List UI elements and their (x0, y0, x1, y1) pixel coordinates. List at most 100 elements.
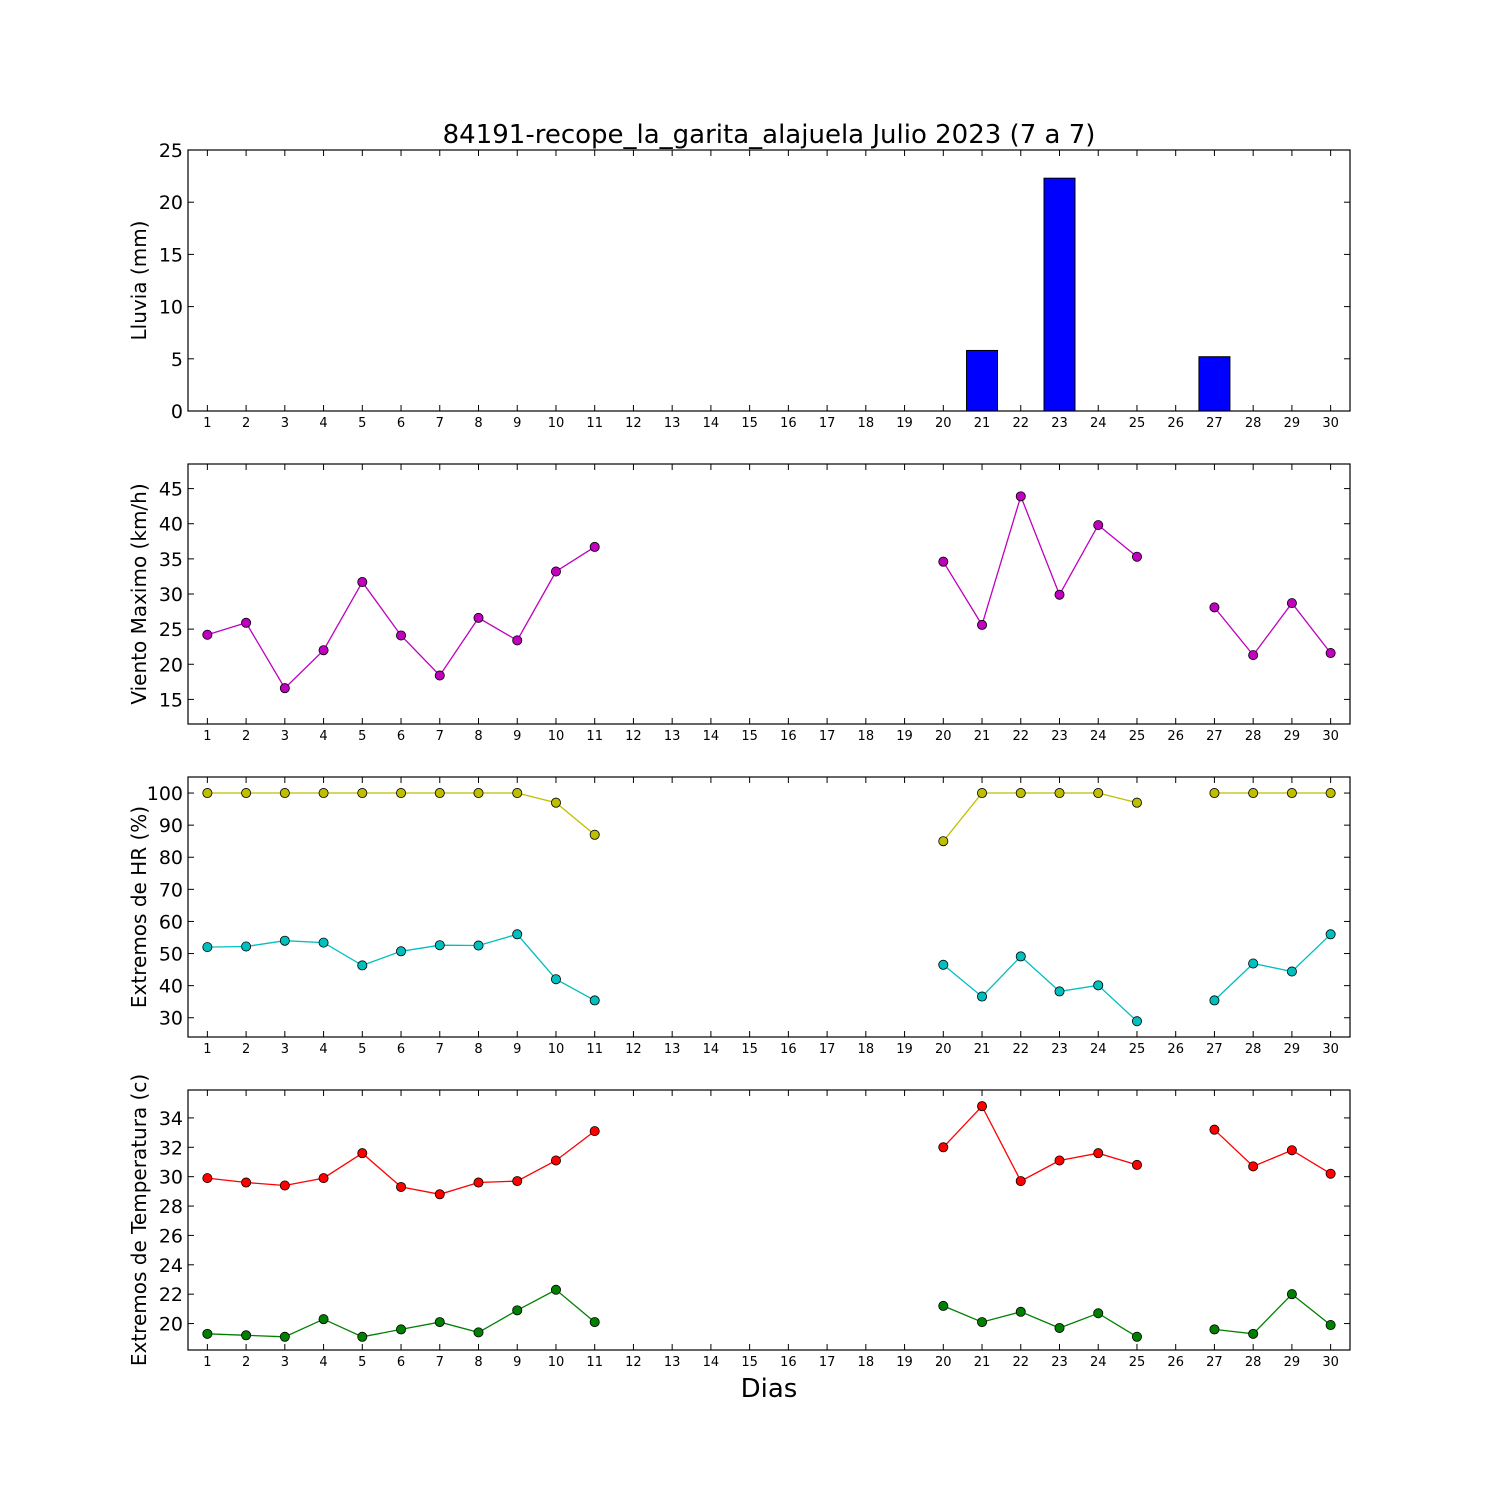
x-tick-label: 6 (397, 416, 405, 431)
x-tick-label: 12 (625, 1042, 642, 1057)
data-point (318, 788, 329, 799)
bar (1043, 177, 1076, 412)
x-tick-label: 12 (625, 416, 642, 431)
data-point (1325, 788, 1336, 799)
data-point (473, 612, 484, 623)
data-point (279, 1331, 290, 1342)
data-point (1093, 1308, 1104, 1319)
x-tick-label: 22 (1012, 1042, 1029, 1057)
y-tick-label: 20 (159, 654, 183, 676)
x-tick-label: 2 (242, 416, 250, 431)
y-tick-label: 34 (159, 1108, 183, 1130)
y-tick-label: 20 (159, 1314, 183, 1336)
plot-frame (187, 149, 1351, 412)
data-point (396, 1181, 407, 1192)
series-line (1213, 933, 1332, 1001)
x-tick-label: 25 (1129, 416, 1146, 431)
y-tick-label: 0 (171, 401, 183, 423)
x-tick-label: 15 (741, 1042, 758, 1057)
x-tick-label: 30 (1322, 729, 1339, 744)
y-tick-label: 50 (159, 944, 183, 966)
data-point (1054, 589, 1065, 600)
data-point (1054, 788, 1065, 799)
y-axis-label: Viento Maximo (km/h) (127, 483, 151, 704)
data-point (241, 1177, 252, 1188)
data-point (1015, 951, 1026, 962)
y-tick-label: 80 (159, 847, 183, 869)
data-point (938, 959, 949, 970)
data-point (589, 829, 600, 840)
x-tick-label: 22 (1012, 729, 1029, 744)
x-tick-label: 16 (780, 1355, 797, 1370)
data-point (550, 974, 561, 985)
data-point (512, 929, 523, 940)
data-point (357, 1331, 368, 1342)
data-point (550, 797, 561, 808)
x-tick-label: 8 (474, 1355, 482, 1370)
data-point (1054, 986, 1065, 997)
y-tick-label: 45 (159, 479, 183, 501)
x-tick-label: 11 (586, 416, 603, 431)
series-line (1213, 602, 1332, 657)
data-point (1286, 598, 1297, 609)
x-tick-label: 1 (203, 729, 211, 744)
y-tick-label: 22 (159, 1284, 183, 1306)
x-tick-label: 5 (358, 729, 366, 744)
x-tick-label: 27 (1206, 729, 1223, 744)
x-tick-label: 7 (436, 1042, 444, 1057)
x-tick-label: 19 (896, 1042, 913, 1057)
x-tick-label: 23 (1051, 1355, 1068, 1370)
series-line (942, 792, 1138, 842)
x-tick-label: 10 (548, 416, 565, 431)
data-point (279, 683, 290, 694)
x-tick-label: 18 (858, 1355, 875, 1370)
x-tick-label: 4 (319, 1355, 327, 1370)
data-point (1054, 1322, 1065, 1333)
data-point (1093, 980, 1104, 991)
x-tick-label: 28 (1245, 416, 1262, 431)
data-point (1093, 788, 1104, 799)
data-point (1093, 1148, 1104, 1159)
data-point (1131, 1159, 1142, 1170)
data-point (512, 1176, 523, 1187)
x-tick-label: 12 (625, 729, 642, 744)
series-line (207, 546, 596, 690)
y-tick-label: 30 (159, 1008, 183, 1030)
y-tick-label: 20 (159, 192, 183, 214)
x-tick-label: 21 (974, 416, 991, 431)
data-point (202, 1328, 213, 1339)
x-tick-label: 4 (319, 1042, 327, 1057)
y-tick-label: 100 (147, 783, 183, 805)
x-tick-label: 1 (203, 416, 211, 431)
bar (1198, 356, 1231, 412)
x-tick-label: 26 (1167, 1042, 1184, 1057)
x-tick-label: 6 (397, 1042, 405, 1057)
data-point (1248, 650, 1259, 661)
x-tick-label: 14 (703, 729, 720, 744)
y-tick-label: 26 (159, 1225, 183, 1247)
x-tick-label: 27 (1206, 1042, 1223, 1057)
x-tick-label: 25 (1129, 729, 1146, 744)
x-tick-label: 19 (896, 1355, 913, 1370)
x-tick-label: 20 (935, 729, 952, 744)
x-tick-label: 25 (1129, 1355, 1146, 1370)
x-tick-label: 14 (703, 416, 720, 431)
series-line (942, 1105, 1138, 1182)
x-tick-label: 11 (586, 1355, 603, 1370)
y-tick-label: 25 (159, 619, 183, 641)
y-tick-label: 35 (159, 549, 183, 571)
data-point (512, 635, 523, 646)
x-tick-label: 5 (358, 1355, 366, 1370)
x-tick-label: 20 (935, 1042, 952, 1057)
data-point (279, 788, 290, 799)
x-tick-label: 6 (397, 729, 405, 744)
y-tick-label: 10 (159, 297, 183, 319)
y-tick-label: 60 (159, 911, 183, 933)
data-point (1209, 602, 1220, 613)
data-point (550, 566, 561, 577)
x-tick-label: 24 (1090, 416, 1107, 431)
data-point (1286, 1145, 1297, 1156)
